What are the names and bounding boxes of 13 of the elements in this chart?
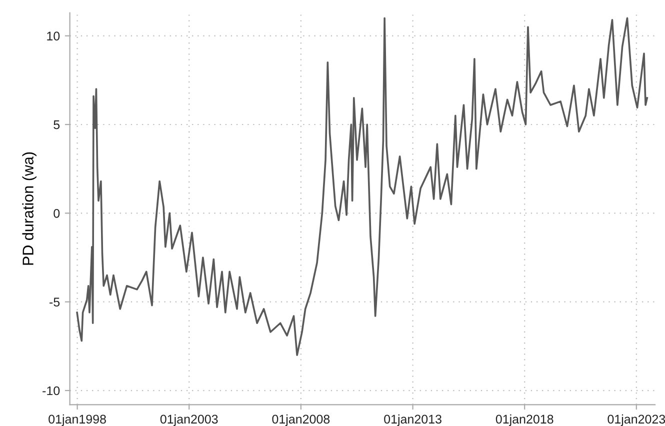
y-tick-label: 0: [54, 208, 60, 218]
y-tick-label: 10: [47, 32, 60, 40]
y-tick-label: -10: [42, 386, 60, 396]
x-tick-label: 01jan2018: [496, 414, 554, 426]
line-series: [76, 17, 648, 356]
x-tick-label: 01jan2023: [608, 414, 665, 426]
y-tick-label: 5: [54, 120, 60, 130]
x-tick-label: 01jan2008: [272, 414, 330, 426]
x-tick-label: 01jan2003: [160, 414, 218, 426]
x-tick-label: 01jan2013: [384, 414, 442, 426]
x-tick-label: 01jan1998: [48, 414, 106, 426]
y-axis-title: PD duration (wa): [22, 152, 36, 265]
y-tick-label: -5: [50, 298, 60, 306]
